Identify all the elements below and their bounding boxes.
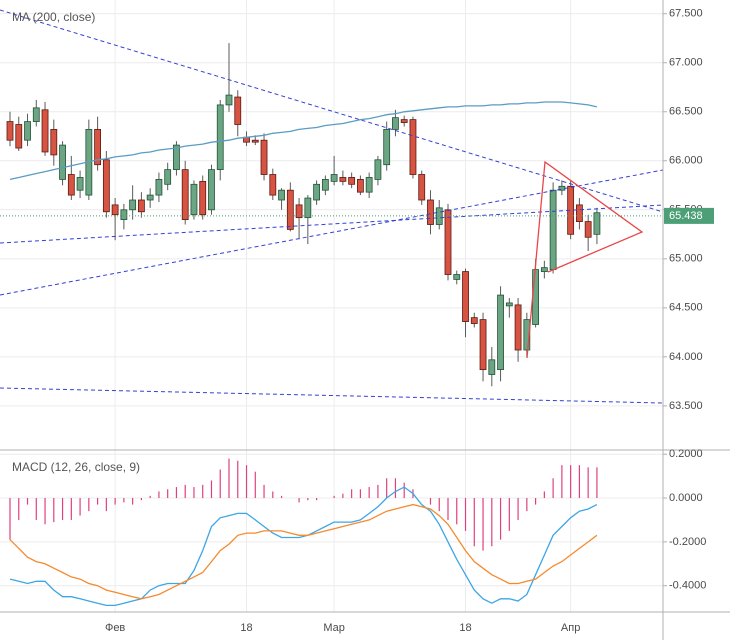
marks [6, 43, 601, 607]
candle-body [41, 109, 49, 153]
candle-body [356, 179, 364, 193]
candle-body [392, 117, 399, 130]
y-tick-label: 0.0000 [669, 492, 703, 504]
x-tick-label: Мар [323, 622, 345, 634]
candle-body [330, 174, 338, 182]
candle-body [313, 183, 321, 201]
x-tick-label: 18 [240, 622, 252, 634]
candle-body [409, 119, 417, 175]
candle-body [304, 197, 312, 219]
last-price-label: 65.438 [669, 210, 703, 222]
candle-body [155, 179, 163, 196]
macd-line [9, 503, 598, 600]
candle-body [269, 174, 277, 196]
candle-body [339, 177, 347, 182]
candle-body [15, 124, 23, 149]
candle-body [76, 177, 84, 191]
candle-body [120, 209, 128, 221]
candle-body [286, 189, 294, 230]
candle-body [94, 129, 101, 166]
candle-body [111, 204, 119, 216]
candle-body [251, 139, 259, 143]
x-tick-label: Фев [105, 622, 125, 634]
candle-body [523, 319, 531, 351]
candle-body [444, 209, 452, 275]
x-tick-label: Апр [561, 622, 580, 634]
candle-body [374, 159, 382, 180]
y-tick-label: 64.500 [669, 302, 703, 314]
candle-body [208, 169, 215, 211]
candle-body [137, 199, 145, 213]
candle-body [234, 96, 242, 125]
y-tick-label: 65.000 [669, 253, 703, 265]
candle-body [6, 121, 14, 141]
candle-body [146, 194, 154, 201]
candle-body [225, 94, 233, 106]
candle-body [260, 139, 268, 175]
candle-body [164, 169, 172, 185]
drawings [0, 9, 664, 404]
macd-line [9, 486, 598, 607]
y-tick-label: -0.4000 [669, 580, 706, 592]
candle-body [470, 317, 478, 324]
candle-body [462, 271, 469, 322]
candle-body [32, 107, 40, 122]
candle-body [173, 144, 180, 171]
candle-body [190, 183, 198, 216]
trend-line [0, 387, 664, 404]
indicator-legend: MA (200, close) [12, 10, 95, 24]
y-tick-label: 67.500 [669, 8, 703, 20]
candle-body [400, 119, 408, 123]
y-tick-label: 67.000 [669, 57, 703, 69]
candle-body [199, 180, 207, 216]
candle-body [488, 359, 496, 375]
y-tick-label: 63.500 [669, 400, 703, 412]
candle-body [50, 129, 58, 156]
candle-body [418, 174, 426, 201]
candle-body [216, 104, 224, 171]
candle-body [383, 129, 391, 166]
candle-body [59, 144, 66, 180]
candle-body [278, 189, 285, 201]
trend-line [0, 169, 664, 296]
candle-body [505, 302, 513, 307]
candle-body [102, 159, 110, 213]
y-tick-label: 64.000 [669, 351, 703, 363]
candle-body [497, 294, 504, 371]
indicator-legend: MACD (12, 26, close, 9) [12, 460, 140, 474]
candle-body [576, 204, 583, 222]
trend-line [0, 9, 664, 213]
y-tick-label: 66.500 [669, 106, 703, 118]
y-tick-label: 0.2000 [669, 448, 703, 460]
candle-body [532, 269, 539, 325]
candle-body [24, 121, 31, 141]
candle-body [129, 199, 137, 211]
candle-body [348, 177, 356, 185]
candle-body [321, 179, 329, 191]
candle-body [540, 267, 548, 272]
candle-body [453, 274, 461, 280]
candle-body [584, 221, 592, 238]
candle-body [295, 204, 303, 219]
ma-line [9, 101, 598, 181]
candle-body [427, 199, 434, 225]
candle-body [479, 319, 487, 371]
candle-body [365, 177, 373, 193]
candle-body [181, 169, 189, 221]
y-tick-label: 66.000 [669, 155, 703, 167]
last-price-box [664, 207, 714, 224]
trend-line [0, 204, 664, 244]
x-tick-label: 18 [459, 622, 471, 634]
triangle-drawing [526, 160, 644, 359]
candle-body [549, 189, 557, 271]
candle-body [67, 174, 75, 196]
y-tick-label: -0.2000 [669, 536, 706, 548]
candle-body [514, 304, 522, 351]
candle-body [435, 207, 443, 225]
candle-body [593, 212, 601, 235]
